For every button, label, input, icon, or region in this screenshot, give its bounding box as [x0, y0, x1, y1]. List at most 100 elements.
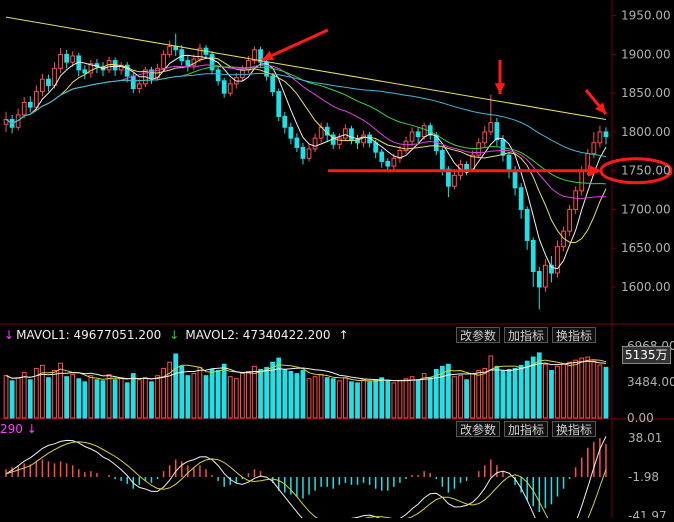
volume-bar: [512, 367, 518, 419]
volume-bar: [524, 360, 530, 419]
volume-bar: [391, 382, 397, 419]
volume-switch-indicator-button[interactable]: 换指标: [552, 327, 597, 343]
candle-body: [130, 75, 136, 90]
candle-body: [361, 134, 366, 144]
volume-bar: [336, 380, 342, 419]
volume-add-indicator-button[interactable]: 加指标: [504, 327, 549, 343]
candle-body: [452, 174, 457, 187]
candle-body: [136, 83, 142, 90]
macd-switch-indicator-button[interactable]: 换指标: [552, 421, 597, 437]
volume-bar: [46, 377, 51, 419]
macd-indicator-header: 290 ↓: [0, 421, 37, 437]
candle-body: [349, 128, 354, 141]
volume-bar: [464, 379, 469, 419]
candle-body: [58, 53, 63, 69]
volume-bar: [367, 381, 373, 419]
volume-modify-params-button[interactable]: 改参数: [456, 327, 501, 343]
volume-bar: [409, 376, 415, 419]
macd-dif-line: [5, 436, 607, 522]
mavol1-arrow-icon: ↓: [169, 328, 180, 342]
candle-body: [239, 69, 245, 79]
volume-bar: [318, 374, 324, 419]
volume-bar: [476, 369, 482, 419]
volume-bar: [355, 382, 360, 419]
volume-bar: [33, 367, 39, 419]
volume-bar: [106, 374, 112, 419]
mavol1-label: MAVOL1: 49677051.200: [16, 328, 162, 342]
candle-body: [221, 80, 227, 94]
volume-bar: [603, 366, 609, 419]
volume-bar: [221, 363, 227, 419]
candle-body: [282, 115, 288, 128]
candle-body: [579, 170, 585, 192]
candle-body: [536, 270, 542, 288]
volume-bar: [494, 365, 500, 419]
candle-body: [33, 91, 39, 108]
volume-bar: [555, 365, 560, 419]
volume-bar: [258, 368, 263, 419]
candle-body: [482, 131, 488, 144]
candle-body: [306, 148, 312, 159]
volume-bar: [239, 373, 245, 419]
candle-body: [149, 69, 154, 79]
candle-body: [494, 122, 500, 141]
volume-bar: [70, 374, 76, 419]
volume-bar: [518, 364, 524, 419]
volume-bar: [233, 378, 239, 419]
candle-body: [391, 157, 397, 167]
volume-bar: [143, 377, 148, 419]
volume-bar: [373, 379, 379, 419]
price-tick-label: 1850.00: [621, 86, 671, 100]
support-line-head: [588, 164, 602, 177]
volume-bar: [439, 365, 445, 419]
candle-body: [549, 264, 554, 274]
volume-bar: [179, 365, 185, 419]
volume-bar: [397, 380, 403, 419]
candle-body: [64, 53, 70, 63]
candle-body: [343, 128, 348, 139]
volume-tick-label: 0.00: [627, 411, 654, 425]
macd-add-indicator-button[interactable]: 加指标: [504, 421, 549, 437]
candle-body: [488, 122, 494, 133]
macd-modify-params-button[interactable]: 改参数: [456, 421, 501, 437]
volume-bar: [549, 369, 554, 419]
candle-body: [167, 46, 173, 55]
volume-bar: [536, 352, 542, 419]
volume-bar: [64, 376, 70, 419]
volume-current-badge: 5135万: [622, 346, 671, 364]
volume-bar: [579, 357, 585, 419]
candle-body: [476, 142, 482, 156]
candle-body: [70, 55, 76, 63]
volume-bar: [300, 369, 306, 419]
volume-bar: [567, 361, 572, 419]
volume-bar: [349, 381, 354, 419]
volume-bar: [427, 377, 433, 419]
volume-bar: [270, 361, 276, 419]
volume-bar: [227, 376, 233, 419]
volume-bar: [379, 377, 385, 419]
candle-body: [276, 91, 282, 117]
macd-tick-label: -41.97: [628, 509, 667, 518]
candle-body: [597, 131, 603, 144]
volume-bar: [149, 381, 154, 419]
candle-body: [46, 78, 51, 86]
candle-body: [397, 150, 403, 159]
candle-body: [82, 69, 88, 74]
macd-tick-label: 38.01: [628, 431, 662, 445]
volume-bar: [40, 364, 45, 419]
arrow-annotation-3-head: [595, 102, 606, 114]
macd-tick-label: -1.98: [628, 470, 659, 484]
candle-body: [215, 69, 221, 82]
candle-body: [197, 47, 203, 60]
volume-bar: [530, 356, 536, 419]
candle-body: [373, 142, 379, 153]
volume-bar: [112, 379, 118, 419]
volume-bar: [573, 359, 579, 419]
axis-labels: 1950.00 1900.00 1850.00 1800.00 1750.00 1700.…: [621, 9, 674, 522]
volume-bar: [324, 377, 330, 419]
volume-bar: [82, 381, 88, 419]
candle-body: [470, 154, 476, 170]
mavol2-line: [5, 360, 607, 382]
